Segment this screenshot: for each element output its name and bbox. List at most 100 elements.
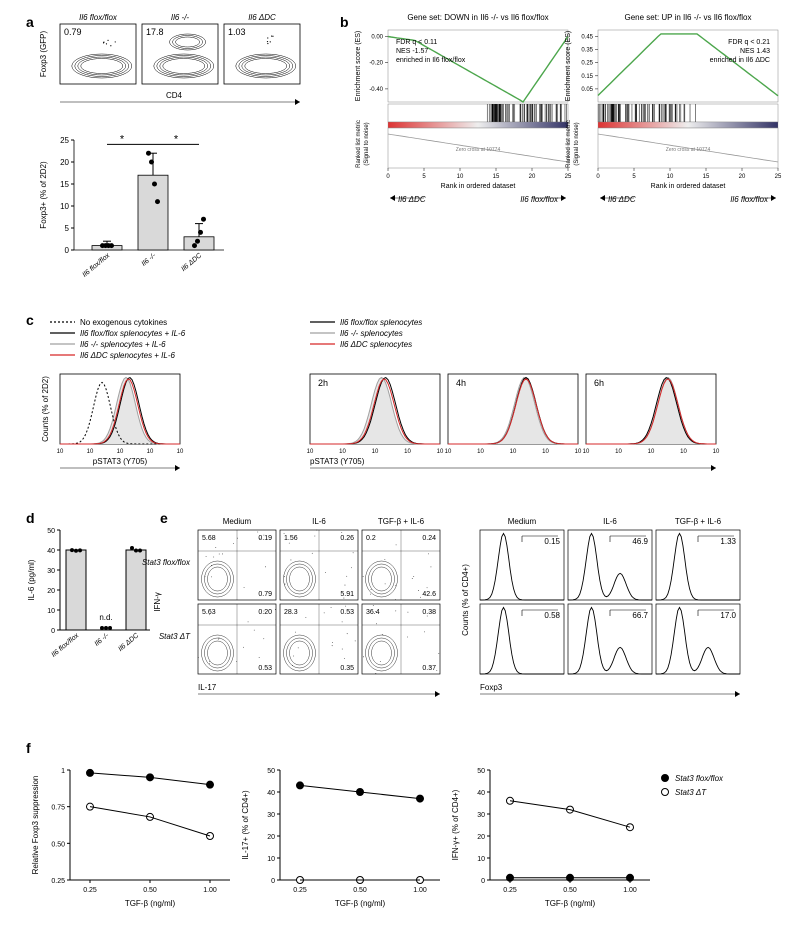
svg-text:0.35: 0.35	[340, 665, 354, 672]
svg-text:Relative Foxp3 suppression: Relative Foxp3 suppression	[31, 776, 40, 875]
svg-text:20: 20	[47, 588, 55, 595]
svg-text:10: 10	[542, 449, 549, 455]
svg-text:0: 0	[51, 628, 55, 635]
svg-text:0: 0	[481, 878, 485, 885]
svg-text:Il6 flox/flox: Il6 flox/flox	[81, 252, 111, 279]
svg-text:Il6 -/-: Il6 -/-	[141, 252, 158, 268]
svg-text:0.45: 0.45	[581, 35, 593, 41]
figure-svg: 0.79 Il6 flox/flox 17.8 Il6 -/- 1.03 Il6 ΔDC F…	[0, 0, 800, 948]
svg-text:Counts (% of CD4+): Counts (% of CD4+)	[461, 564, 470, 636]
panel-label-d: d	[26, 510, 35, 526]
svg-text:10: 10	[457, 174, 464, 180]
svg-text:36.4: 36.4	[366, 609, 380, 616]
svg-text:30: 30	[47, 568, 55, 575]
svg-text:Zero cross at 10774: Zero cross at 10774	[456, 147, 501, 153]
svg-text:10: 10	[267, 856, 275, 863]
svg-text:10: 10	[680, 449, 687, 455]
svg-text:0.20: 0.20	[258, 609, 272, 616]
svg-text:0.53: 0.53	[340, 609, 354, 616]
svg-text:10: 10	[477, 856, 485, 863]
svg-text:10: 10	[307, 449, 314, 455]
svg-text:0.79: 0.79	[258, 591, 272, 598]
svg-text:Rank in ordered dataset: Rank in ordered dataset	[651, 183, 726, 190]
svg-text:0.25: 0.25	[293, 887, 307, 894]
svg-text:25: 25	[565, 174, 572, 180]
svg-text:*: *	[120, 133, 125, 145]
svg-text:0.38: 0.38	[422, 609, 436, 616]
svg-text:Zero cross at 10774: Zero cross at 10774	[666, 147, 711, 153]
svg-text:Il6 flox/flox: Il6 flox/flox	[50, 632, 80, 659]
svg-text:10: 10	[372, 449, 379, 455]
svg-text:10: 10	[648, 449, 655, 455]
svg-text:Il6 ΔDC: Il6 ΔDC	[117, 632, 141, 653]
svg-text:Foxp3+ (% of 2D2): Foxp3+ (% of 2D2)	[39, 161, 48, 229]
svg-text:IL-6: IL-6	[312, 517, 326, 526]
svg-text:IFN-γ: IFN-γ	[153, 592, 162, 612]
svg-text:0: 0	[65, 246, 70, 255]
svg-text:Rank in ordered dataset: Rank in ordered dataset	[441, 183, 516, 190]
svg-text:enriched in Il6 ΔDC: enriched in Il6 ΔDC	[710, 57, 770, 64]
svg-text:10: 10	[57, 449, 64, 455]
svg-text:25: 25	[775, 174, 782, 180]
svg-text:1.00: 1.00	[203, 887, 217, 894]
svg-text:15: 15	[703, 174, 710, 180]
svg-text:*: *	[174, 133, 179, 145]
svg-text:50: 50	[267, 768, 275, 775]
panel-label-b: b	[340, 14, 349, 30]
svg-text:0.35: 0.35	[581, 48, 593, 54]
svg-text:10: 10	[713, 449, 720, 455]
svg-text:0.2: 0.2	[366, 535, 376, 542]
svg-text:30: 30	[477, 812, 485, 819]
svg-text:0: 0	[271, 878, 275, 885]
svg-text:0.37: 0.37	[422, 665, 436, 672]
svg-text:1.56: 1.56	[284, 535, 298, 542]
svg-text:IFN-γ+ (% of CD4+): IFN-γ+ (% of CD4+)	[451, 789, 460, 860]
svg-text:10: 10	[575, 449, 582, 455]
svg-text:42.6: 42.6	[422, 591, 436, 598]
svg-text:Il6 ΔDC splenocytes + IL-6: Il6 ΔDC splenocytes + IL-6	[80, 351, 176, 360]
svg-text:20: 20	[529, 174, 536, 180]
svg-text:0.79: 0.79	[64, 27, 82, 37]
svg-text:10: 10	[177, 449, 184, 455]
svg-text:0.25: 0.25	[581, 61, 593, 67]
svg-text:1.03: 1.03	[228, 27, 246, 37]
svg-text:0.00: 0.00	[371, 35, 383, 41]
svg-text:10: 10	[87, 449, 94, 455]
svg-text:40: 40	[477, 790, 485, 797]
svg-text:2h: 2h	[318, 378, 328, 388]
svg-text:0.15: 0.15	[581, 74, 593, 80]
svg-text:Foxp3 (GFP): Foxp3 (GFP)	[39, 31, 48, 78]
svg-text:0.15: 0.15	[544, 537, 560, 546]
svg-text:Ranked list metric: Ranked list metric	[356, 120, 362, 168]
svg-text:Il6 flox/flox: Il6 flox/flox	[520, 195, 559, 204]
svg-text:20: 20	[477, 834, 485, 841]
svg-text:17.8: 17.8	[146, 27, 164, 37]
svg-text:Il6 flox/flox splenocytes: Il6 flox/flox splenocytes	[340, 318, 422, 327]
svg-text:pSTAT3 (Y705): pSTAT3 (Y705)	[93, 457, 148, 466]
svg-text:NES 1.43: NES 1.43	[740, 48, 770, 55]
svg-text:10: 10	[404, 449, 411, 455]
svg-text:1.00: 1.00	[413, 887, 427, 894]
svg-text:10: 10	[117, 449, 124, 455]
svg-text:TGF-β + IL-6: TGF-β + IL-6	[675, 517, 722, 526]
svg-text:5: 5	[422, 174, 426, 180]
svg-text:Il6 -/-: Il6 -/-	[94, 632, 111, 648]
svg-text:IL-17+ (% of CD4+): IL-17+ (% of CD4+)	[241, 790, 250, 860]
svg-text:Il6 -/- splenocytes: Il6 -/- splenocytes	[340, 329, 403, 338]
svg-text:0.50: 0.50	[143, 887, 157, 894]
svg-text:(Signal to noise): (Signal to noise)	[574, 122, 580, 165]
svg-text:10: 10	[583, 449, 590, 455]
svg-text:1.33: 1.33	[720, 537, 736, 546]
svg-text:-0.20: -0.20	[369, 61, 383, 67]
svg-text:-0.40: -0.40	[369, 87, 383, 93]
svg-text:10: 10	[147, 449, 154, 455]
svg-text:Stat3 flox/flox: Stat3 flox/flox	[675, 774, 724, 783]
svg-text:0.25: 0.25	[83, 887, 97, 894]
svg-text:IL-17: IL-17	[198, 683, 217, 692]
svg-text:4h: 4h	[456, 378, 466, 388]
panel-label-f: f	[26, 740, 31, 756]
svg-text:Il6 ΔDC: Il6 ΔDC	[608, 195, 636, 204]
svg-text:enriched in Il6 flox/flox: enriched in Il6 flox/flox	[396, 57, 466, 64]
svg-text:10: 10	[477, 449, 484, 455]
svg-text:Medium: Medium	[508, 517, 537, 526]
